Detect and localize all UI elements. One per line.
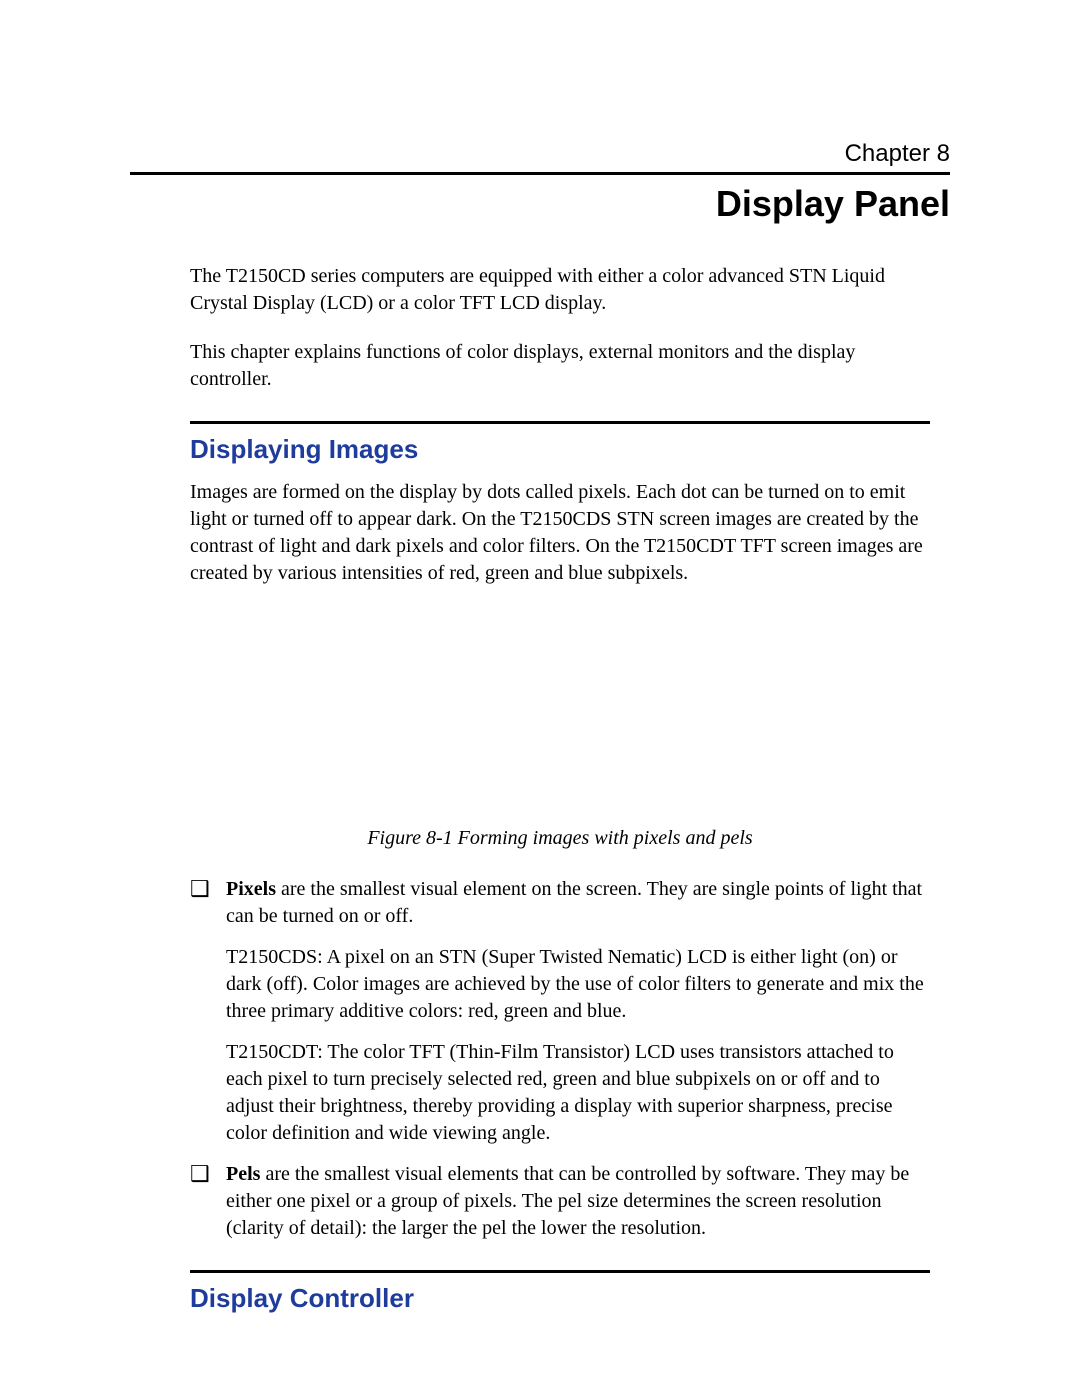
list-item-paragraph: Pels are the smallest visual elements th… xyxy=(226,1161,930,1242)
section-divider xyxy=(190,421,930,424)
intro-block: The T2150CD series computers are equippe… xyxy=(130,263,950,393)
figure-caption: Figure 8-1 Forming images with pixels an… xyxy=(190,827,930,850)
term-pels: Pels xyxy=(226,1163,260,1185)
definition-list: ❑ Pixels are the smallest visual element… xyxy=(190,876,930,1242)
chapter-title: Display Panel xyxy=(130,183,950,225)
intro-paragraph-1: The T2150CD series computers are equippe… xyxy=(190,263,930,317)
list-item: ❑ Pels are the smallest visual elements … xyxy=(190,1161,930,1242)
intro-paragraph-2: This chapter explains functions of color… xyxy=(190,339,930,393)
chapter-label: Chapter 8 xyxy=(130,140,950,175)
section-divider xyxy=(190,1270,930,1273)
checkbox-bullet-icon: ❑ xyxy=(190,876,226,1147)
checkbox-bullet-icon: ❑ xyxy=(190,1161,226,1242)
term-pixels: Pixels xyxy=(226,878,276,900)
term-definition: are the smallest visual elements that ca… xyxy=(226,1163,909,1239)
list-item-paragraph: Pixels are the smallest visual element o… xyxy=(226,876,930,930)
list-item-paragraph: T2150CDS: A pixel on an STN (Super Twist… xyxy=(226,944,930,1025)
section-heading-display-controller: Display Controller xyxy=(190,1283,930,1314)
section-heading-displaying-images: Displaying Images xyxy=(190,434,930,465)
list-item: ❑ Pixels are the smallest visual element… xyxy=(190,876,930,1147)
list-item-paragraph: T2150CDT: The color TFT (Thin-Film Trans… xyxy=(226,1039,930,1147)
section-body: Images are formed on the display by dots… xyxy=(190,479,930,587)
term-definition: are the smallest visual element on the s… xyxy=(226,878,922,927)
